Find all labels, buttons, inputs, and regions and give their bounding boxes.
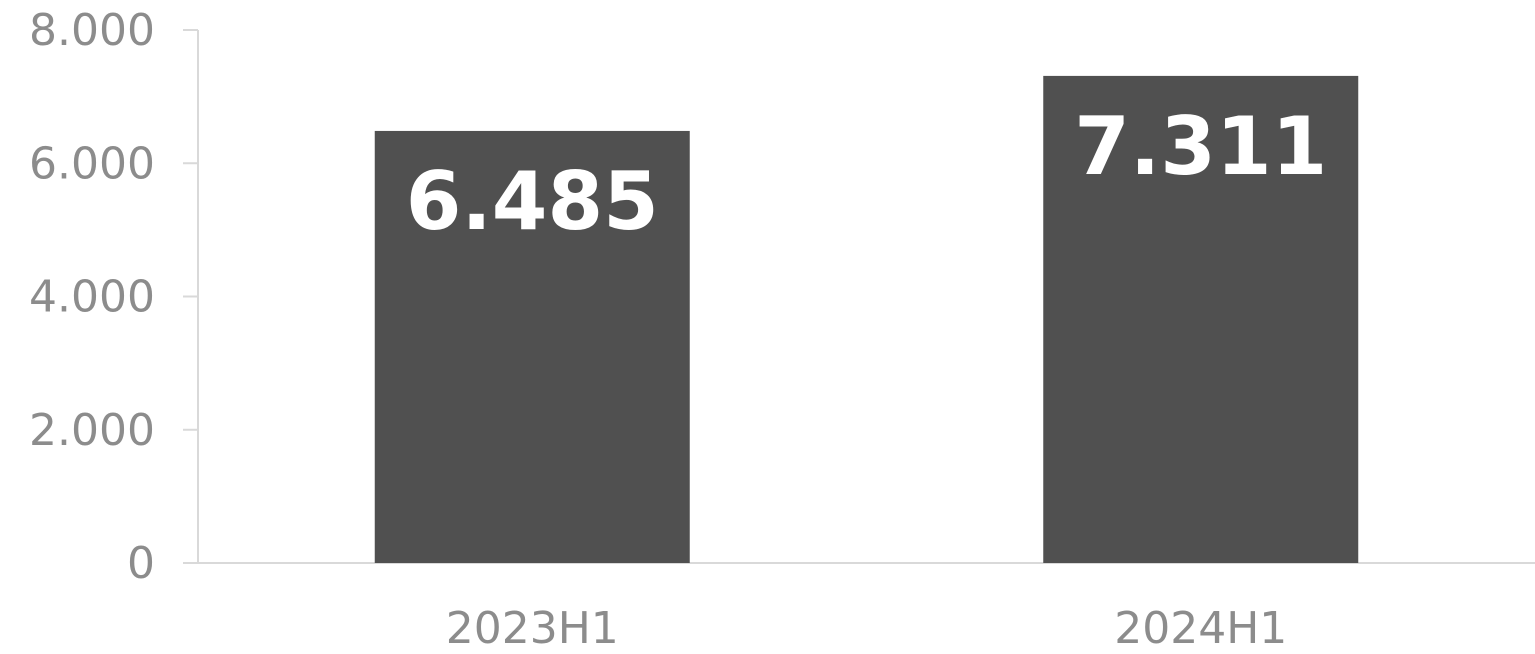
bars (374, 75, 1359, 563)
data-labels: 6.485 7.311 (406, 100, 1328, 248)
bar-2023h1 (374, 130, 690, 563)
category-label-2024h1: 2024H1 (1114, 603, 1287, 654)
y-tick-label: 6.000 (29, 138, 155, 189)
data-label-2024h1: 7.311 (1074, 100, 1327, 193)
y-axis: 0 2.000 4.000 6.000 8.000 (29, 5, 199, 589)
data-label-2023h1: 6.485 (406, 155, 659, 248)
y-tick-label: 8.000 (29, 5, 155, 56)
y-tick-label: 2.000 (29, 405, 155, 456)
y-tick-label: 0 (127, 538, 155, 589)
category-label-2023h1: 2023H1 (446, 603, 619, 654)
category-labels: 2023H1 2024H1 (446, 603, 1288, 654)
y-tick-label: 4.000 (29, 272, 155, 323)
bar-2024h1 (1043, 75, 1359, 563)
